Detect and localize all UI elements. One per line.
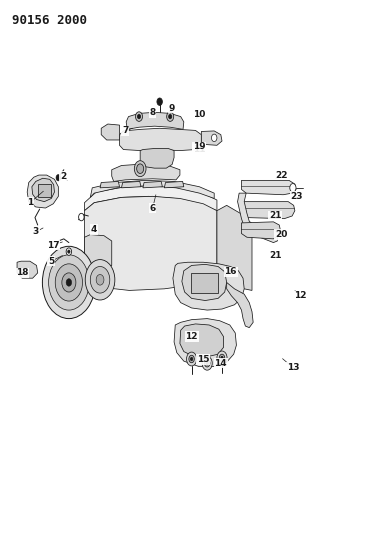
Circle shape xyxy=(219,354,225,362)
Circle shape xyxy=(56,174,61,181)
Polygon shape xyxy=(143,181,162,188)
Circle shape xyxy=(169,115,172,119)
Circle shape xyxy=(212,134,217,142)
Circle shape xyxy=(217,351,227,365)
Circle shape xyxy=(48,255,89,310)
Circle shape xyxy=(90,266,110,293)
Polygon shape xyxy=(126,112,184,130)
Text: 8: 8 xyxy=(149,108,156,117)
Circle shape xyxy=(79,213,84,221)
Polygon shape xyxy=(242,201,295,219)
Circle shape xyxy=(135,161,146,176)
Text: 22: 22 xyxy=(275,171,287,180)
Polygon shape xyxy=(173,262,244,310)
Text: 6: 6 xyxy=(149,204,156,213)
Text: 13: 13 xyxy=(287,363,299,372)
Text: 21: 21 xyxy=(269,252,282,260)
Text: 5: 5 xyxy=(48,257,54,265)
Polygon shape xyxy=(242,222,280,239)
Polygon shape xyxy=(101,124,120,140)
Circle shape xyxy=(204,360,210,367)
Text: 9: 9 xyxy=(169,103,175,112)
Polygon shape xyxy=(238,193,277,243)
Text: 19: 19 xyxy=(193,142,206,151)
Polygon shape xyxy=(100,181,120,188)
Polygon shape xyxy=(32,178,54,201)
Text: 14: 14 xyxy=(215,359,227,368)
Polygon shape xyxy=(17,261,38,278)
Polygon shape xyxy=(227,282,253,328)
Polygon shape xyxy=(38,184,50,197)
Circle shape xyxy=(189,356,194,363)
Polygon shape xyxy=(84,235,112,269)
Polygon shape xyxy=(191,273,218,293)
Circle shape xyxy=(85,260,115,300)
Polygon shape xyxy=(90,180,214,198)
Text: 20: 20 xyxy=(275,230,287,239)
Text: 4: 4 xyxy=(91,225,97,234)
Polygon shape xyxy=(140,149,174,168)
Circle shape xyxy=(62,273,76,292)
Polygon shape xyxy=(120,128,201,151)
Text: 23: 23 xyxy=(291,192,303,201)
Circle shape xyxy=(68,250,70,253)
Circle shape xyxy=(66,248,72,255)
Text: 1: 1 xyxy=(27,198,33,207)
Circle shape xyxy=(66,279,72,286)
Text: 12: 12 xyxy=(185,332,198,341)
Circle shape xyxy=(167,112,174,122)
Text: 3: 3 xyxy=(32,228,39,237)
Circle shape xyxy=(138,115,141,119)
Circle shape xyxy=(190,358,193,361)
Polygon shape xyxy=(27,175,58,208)
Circle shape xyxy=(136,112,142,122)
Circle shape xyxy=(137,164,143,173)
Text: 10: 10 xyxy=(193,110,206,119)
Text: 15: 15 xyxy=(197,355,210,364)
Circle shape xyxy=(96,274,104,285)
Text: 90156 2000: 90156 2000 xyxy=(13,14,87,27)
Text: 7: 7 xyxy=(122,126,129,135)
Circle shape xyxy=(187,352,197,366)
Text: 21: 21 xyxy=(269,212,282,221)
Polygon shape xyxy=(164,181,184,188)
Polygon shape xyxy=(182,264,227,301)
Circle shape xyxy=(42,246,95,319)
Circle shape xyxy=(221,357,223,360)
Polygon shape xyxy=(122,181,141,188)
Polygon shape xyxy=(180,324,224,357)
Circle shape xyxy=(202,357,212,370)
Text: 12: 12 xyxy=(294,291,307,300)
Polygon shape xyxy=(112,164,180,181)
Polygon shape xyxy=(84,196,217,290)
Polygon shape xyxy=(201,131,222,146)
Text: 2: 2 xyxy=(60,172,66,181)
Circle shape xyxy=(55,264,83,301)
Polygon shape xyxy=(84,185,217,211)
Text: 16: 16 xyxy=(224,268,237,276)
Circle shape xyxy=(206,362,208,365)
Polygon shape xyxy=(217,205,252,290)
Circle shape xyxy=(157,98,162,106)
Polygon shape xyxy=(174,319,237,367)
Text: 18: 18 xyxy=(16,269,29,277)
Text: 17: 17 xyxy=(47,241,59,250)
Circle shape xyxy=(290,183,296,192)
Polygon shape xyxy=(242,180,296,195)
Text: 11: 11 xyxy=(193,145,206,154)
